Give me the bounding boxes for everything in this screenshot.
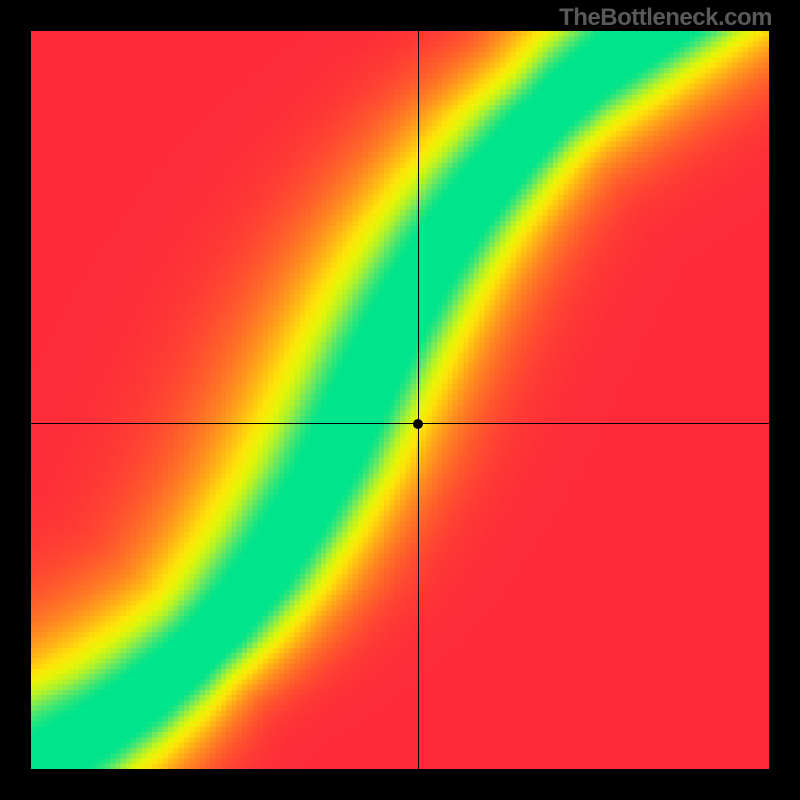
heatmap-canvas — [31, 31, 769, 769]
watermark-text: TheBottleneck.com — [559, 4, 772, 32]
crosshair-horizontal — [31, 423, 769, 424]
chart-container: TheBottleneck.com — [0, 0, 800, 800]
crosshair-vertical — [418, 31, 419, 769]
